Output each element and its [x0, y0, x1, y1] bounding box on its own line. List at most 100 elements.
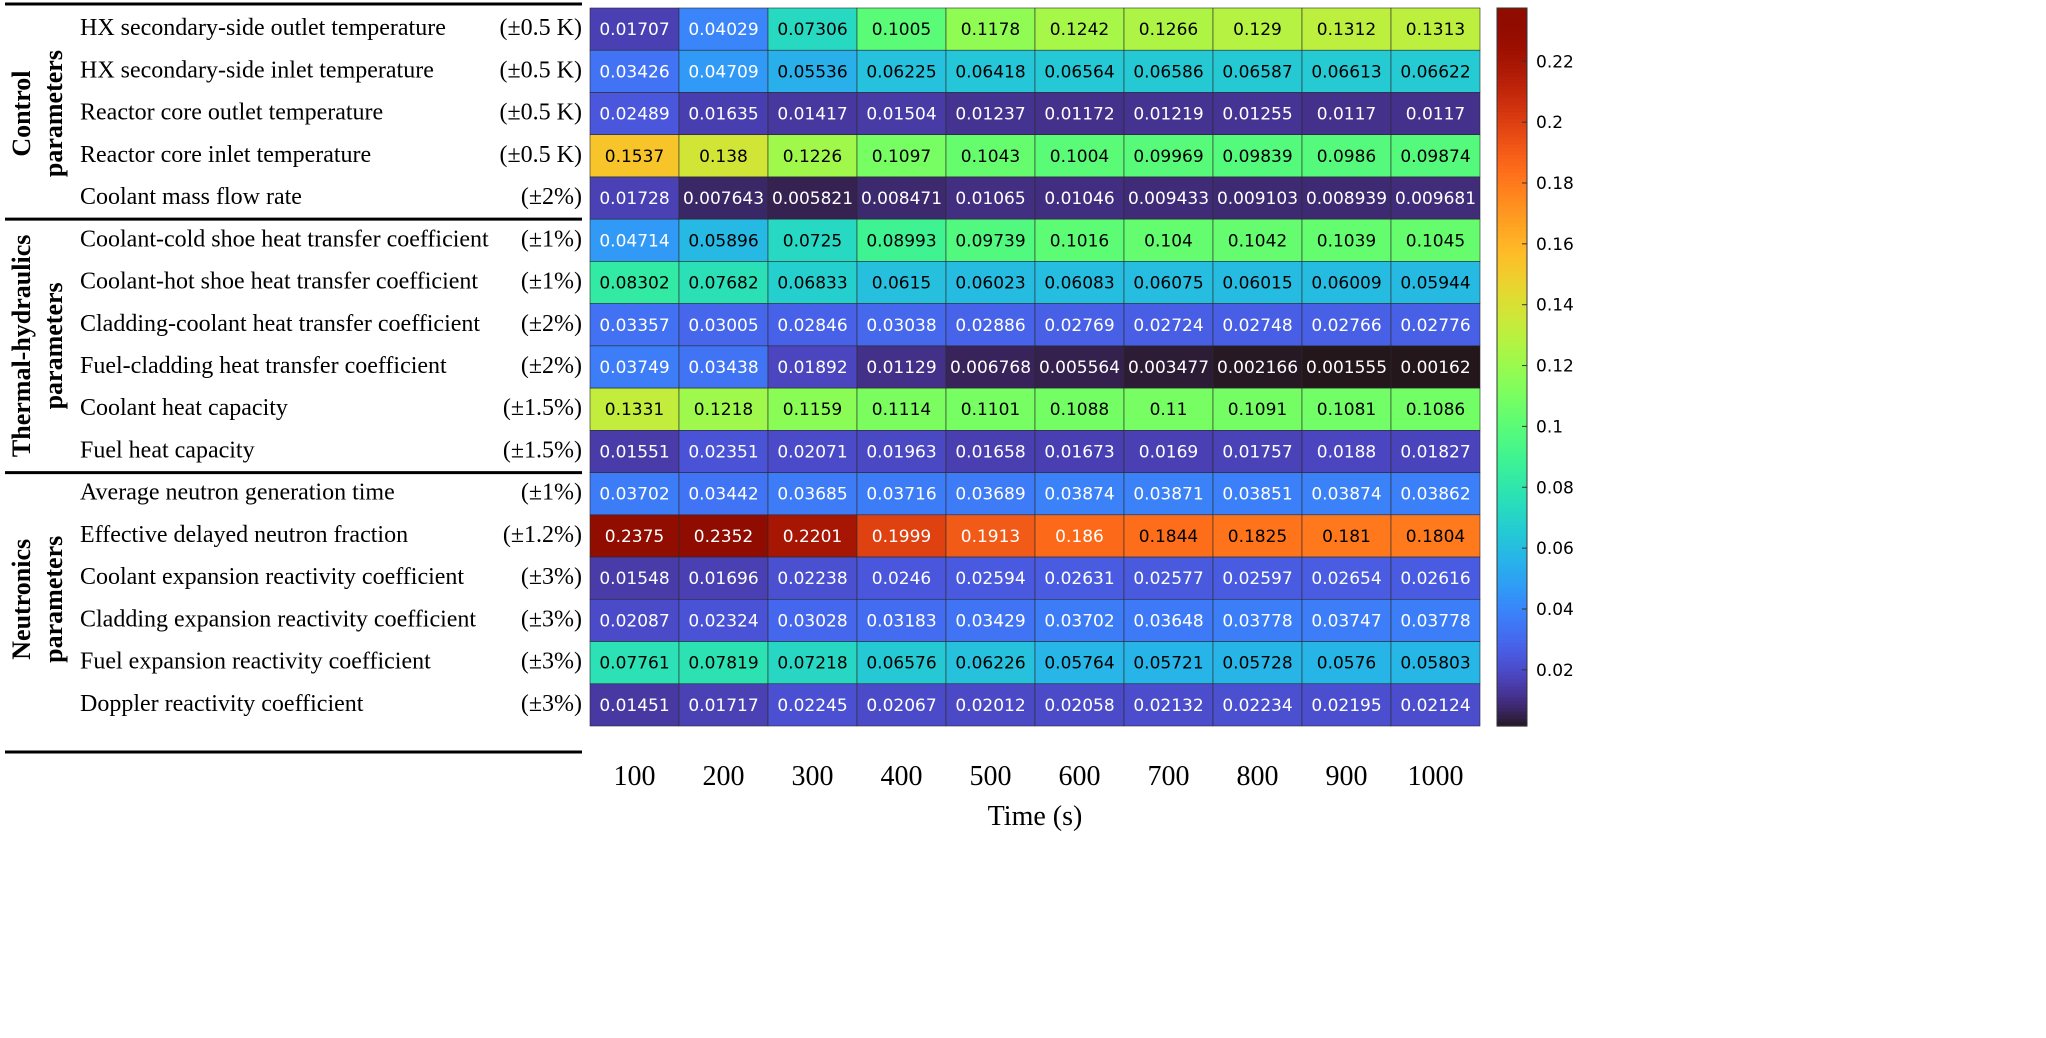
row-label: Cladding expansion reactivity coefficien… — [80, 606, 476, 632]
group-label: parameters — [39, 536, 68, 663]
heatmap-cell — [1390, 218, 1481, 262]
cell-value-label: 0.03716 — [866, 485, 936, 505]
cell-value-label: 0.09969 — [1133, 147, 1203, 167]
heatmap-cell — [1212, 176, 1303, 220]
colorbar-segment — [1497, 481, 1527, 487]
colorbar-segment — [1497, 255, 1527, 260]
colorbar-segment — [1497, 237, 1527, 242]
heatmap-cell — [678, 176, 769, 220]
cell-value-label: 0.008471 — [861, 189, 942, 209]
cell-value-label: 0.1242 — [1050, 20, 1109, 40]
cell-value-label: 0.03005 — [688, 316, 758, 336]
colorbar-segment — [1497, 625, 1527, 630]
cell-value-label: 0.02195 — [1311, 696, 1381, 716]
cell-value-label: 0.01717 — [688, 696, 758, 716]
colorbar-segment — [1497, 636, 1527, 641]
cell-value-label: 0.01046 — [1044, 189, 1114, 209]
heatmap-cell — [856, 176, 947, 220]
colorbar-segment — [1497, 485, 1527, 490]
cell-value-label: 0.02886 — [955, 316, 1025, 336]
cell-value-label: 0.1042 — [1228, 231, 1287, 251]
colorbar-segment — [1497, 140, 1527, 146]
colorbar-segment — [1497, 697, 1527, 702]
heatmap-cell — [589, 261, 680, 304]
colorbar-segment — [1497, 305, 1527, 311]
heatmap-cell — [1390, 641, 1481, 685]
heatmap-cell — [1034, 472, 1125, 516]
group-label: Thermal-hydraulics — [7, 235, 36, 457]
colorbar-segment — [1497, 503, 1527, 508]
colorbar-segment — [1497, 600, 1527, 605]
cell-value-label: 0.08993 — [866, 231, 936, 251]
heatmap-cell — [1212, 556, 1303, 600]
colorbar-segment — [1497, 460, 1527, 465]
heatmap-cell — [945, 598, 1036, 642]
cell-value-label: 0.003477 — [1128, 358, 1209, 378]
heatmap-cell — [678, 345, 769, 389]
colorbar-segment — [1497, 155, 1527, 160]
colorbar-segment — [1497, 596, 1527, 601]
colorbar-segment — [1497, 629, 1527, 634]
row-uncertainty-label: (±0.5 K) — [500, 142, 583, 168]
cell-value-label: 0.03183 — [866, 611, 936, 631]
colorbar-segment — [1497, 363, 1527, 368]
heatmap-cell — [1034, 218, 1125, 262]
heatmap-cell — [1390, 7, 1481, 51]
cell-value-label: 0.02067 — [866, 696, 936, 716]
colorbar-tick-label: 0.02 — [1536, 661, 1574, 681]
row-uncertainty-label: (±1.2%) — [503, 522, 582, 548]
heatmap-cell — [1123, 514, 1214, 558]
colorbar-segment — [1497, 467, 1527, 472]
heatmap-cell — [856, 92, 947, 136]
colorbar-segment — [1497, 417, 1527, 422]
cell-value-label: 0.186 — [1055, 527, 1104, 547]
heatmap-cell — [1034, 430, 1125, 473]
colorbar-segment — [1497, 169, 1527, 174]
colorbar-segment — [1497, 585, 1527, 591]
colorbar-segment — [1497, 693, 1527, 698]
colorbar-segment — [1497, 36, 1527, 41]
colorbar-segment — [1497, 524, 1527, 530]
colorbar-segment — [1497, 395, 1527, 400]
cell-value-label: 0.02489 — [599, 105, 669, 125]
colorbar-segment — [1497, 173, 1527, 178]
row-label: Fuel expansion reactivity coefficient — [80, 649, 431, 675]
cell-value-label: 0.1004 — [1050, 147, 1109, 167]
cell-value-label: 0.02616 — [1400, 569, 1470, 589]
cell-value-label: 0.03442 — [688, 485, 758, 505]
cell-value-label: 0.03747 — [1311, 611, 1381, 631]
cell-value-label: 0.1804 — [1406, 527, 1465, 547]
heatmap-cell — [1034, 641, 1125, 685]
heatmap-cell — [1390, 556, 1481, 600]
colorbar-segment — [1497, 402, 1527, 408]
colorbar-segment — [1497, 593, 1527, 598]
cell-value-label: 0.01757 — [1222, 442, 1292, 462]
cell-value-label: 0.06833 — [777, 274, 847, 294]
cell-value-label: 0.005821 — [772, 189, 853, 209]
colorbar-segment — [1497, 40, 1527, 45]
row-label: Coolant expansion reactivity coefficient — [80, 564, 464, 590]
cell-value-label: 0.05944 — [1400, 274, 1470, 294]
cell-value-label: 0.1537 — [605, 147, 664, 167]
cell-value-label: 0.01451 — [599, 696, 669, 716]
colorbar-segment — [1497, 700, 1527, 706]
colorbar-segment — [1497, 618, 1527, 623]
cell-value-label: 0.01417 — [777, 105, 847, 125]
heatmap-cell — [1123, 556, 1214, 600]
colorbar-segment — [1497, 194, 1527, 199]
colorbar-segment — [1497, 643, 1527, 648]
colorbar-tick-label: 0.18 — [1536, 174, 1574, 194]
colorbar-segment — [1497, 298, 1527, 303]
cell-value-label: 0.08302 — [599, 274, 669, 294]
colorbar-segment — [1497, 374, 1527, 379]
colorbar-segment — [1497, 463, 1527, 469]
heatmap-cell — [767, 49, 858, 93]
colorbar-segment — [1497, 280, 1527, 286]
colorbar-segment — [1497, 514, 1527, 519]
colorbar-segment — [1497, 542, 1527, 548]
cell-value-label: 0.03778 — [1400, 611, 1470, 631]
heatmap-cell — [589, 641, 680, 685]
colorbar-segment — [1497, 11, 1527, 16]
colorbar-segment — [1497, 456, 1527, 461]
